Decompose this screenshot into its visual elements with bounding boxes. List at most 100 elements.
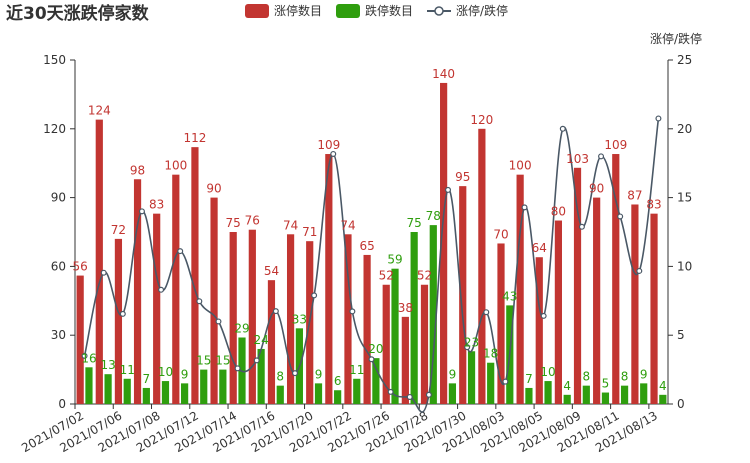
bar-limit-up[interactable] [153,213,161,404]
ratio-point[interactable] [215,318,222,325]
ratio-point[interactable] [253,357,260,364]
bar-limit-down[interactable] [601,392,610,404]
right-axis-tick-label: 15 [677,191,692,205]
bar-limit-up[interactable] [210,197,218,404]
data-label-limit-up: 65 [359,239,374,253]
bar-limit-down[interactable] [85,367,93,404]
ratio-point[interactable] [445,186,452,193]
legend-item-ratio[interactable]: 涨停/跌停 [427,3,508,18]
bar-limit-up[interactable] [650,213,658,404]
bar-limit-down[interactable] [123,378,131,404]
ratio-point[interactable] [177,248,184,255]
bar-limit-up[interactable] [401,316,409,404]
ratio-point[interactable] [330,150,337,157]
bar-limit-up[interactable] [573,167,582,404]
bar-limit-down[interactable] [334,390,342,404]
legend-label-ratio: 涨停/跌停 [456,3,508,18]
ratio-point[interactable] [138,208,145,215]
bar-limit-down[interactable] [410,232,418,404]
bar-limit-up[interactable] [459,186,467,404]
bar-limit-up[interactable] [612,154,620,404]
ratio-point[interactable] [387,388,394,395]
ratio-point[interactable] [655,115,662,122]
ratio-point[interactable] [617,213,624,220]
bar-limit-down[interactable] [276,385,284,404]
bar-limit-up[interactable] [172,174,180,404]
data-label-limit-down: 75 [407,216,422,230]
bar-limit-down[interactable] [467,351,476,404]
bar-limit-down[interactable] [181,383,189,404]
bar-limit-up[interactable] [267,280,276,404]
bar-limit-down[interactable] [429,225,437,404]
bar-limit-up[interactable] [363,254,371,404]
ratio-point[interactable] [521,204,528,211]
ratio-point[interactable] [578,223,585,230]
legend-item-up[interactable]: 涨停数目 [245,3,322,18]
bar-limit-up[interactable] [344,234,352,404]
ratio-point[interactable] [368,356,375,363]
bar-limit-down[interactable] [200,369,208,404]
ratio-point[interactable] [158,286,165,293]
bar-limit-down[interactable] [314,383,323,404]
bar-limit-up[interactable] [440,82,448,404]
bar-limit-up[interactable] [478,128,486,405]
ratio-point[interactable] [291,370,298,377]
bar-limit-up[interactable] [133,179,142,404]
bar-limit-up[interactable] [229,232,237,404]
ratio-point[interactable] [464,344,471,351]
bar-limit-down[interactable] [104,374,112,404]
bar-limit-down[interactable] [487,362,495,404]
ratio-point[interactable] [425,391,432,398]
bar-limit-up[interactable] [325,154,333,404]
bar-limit-down[interactable] [142,387,150,404]
bar-limit-up[interactable] [382,284,390,404]
bar-limit-down[interactable] [353,378,361,404]
bar-limit-up[interactable] [631,204,639,404]
ratio-point[interactable] [349,308,356,315]
bar-limit-down[interactable] [582,385,590,404]
ratio-point[interactable] [502,378,509,385]
ratio-point[interactable] [196,298,203,305]
bar-limit-up[interactable] [593,197,601,404]
bar-limit-down[interactable] [620,385,629,404]
bar-limit-up[interactable] [516,174,524,404]
data-label-limit-up: 140 [432,67,455,81]
bar-limit-up[interactable] [554,220,562,404]
bar-limit-up[interactable] [286,234,295,404]
bar-limit-down[interactable] [640,383,648,404]
bar-limit-up[interactable] [535,257,543,404]
data-label-limit-up: 70 [493,227,508,241]
ratio-point[interactable] [100,269,107,276]
ratio-point[interactable] [272,308,279,315]
ratio-point[interactable] [540,312,547,319]
bar-limit-down[interactable] [544,381,552,404]
data-label-limit-up: 100 [509,159,532,173]
ratio-point[interactable] [636,267,643,274]
bar-limit-down[interactable] [525,387,533,404]
bar-limit-down[interactable] [391,268,399,404]
bar-limit-up[interactable] [420,284,429,404]
bar-limit-down[interactable] [659,394,667,404]
bar-limit-up[interactable] [95,119,103,405]
bar-limit-up[interactable] [248,229,256,404]
bar-limit-down[interactable] [448,383,457,404]
data-label-limit-up: 95 [455,170,470,184]
ratio-point[interactable] [559,125,566,132]
bar-limit-down[interactable] [219,369,227,404]
bar-limit-up[interactable] [76,275,84,404]
bar-limit-down[interactable] [563,394,571,404]
legend-item-down[interactable]: 跌停数目 [336,3,413,18]
bar-limit-up[interactable] [114,238,123,404]
ratio-point[interactable] [598,153,605,160]
bar-limit-down[interactable] [161,381,170,404]
bar-limit-down[interactable] [372,358,380,404]
ratio-point[interactable] [483,309,490,316]
ratio-point[interactable] [81,352,88,359]
bar-limit-up[interactable] [191,147,199,404]
ratio-point[interactable] [234,365,241,372]
ratio-point[interactable] [311,292,318,299]
bar-limit-up[interactable] [497,243,505,404]
ratio-point[interactable] [119,310,126,317]
bar-limit-down[interactable] [257,348,265,404]
ratio-point[interactable] [406,393,413,400]
